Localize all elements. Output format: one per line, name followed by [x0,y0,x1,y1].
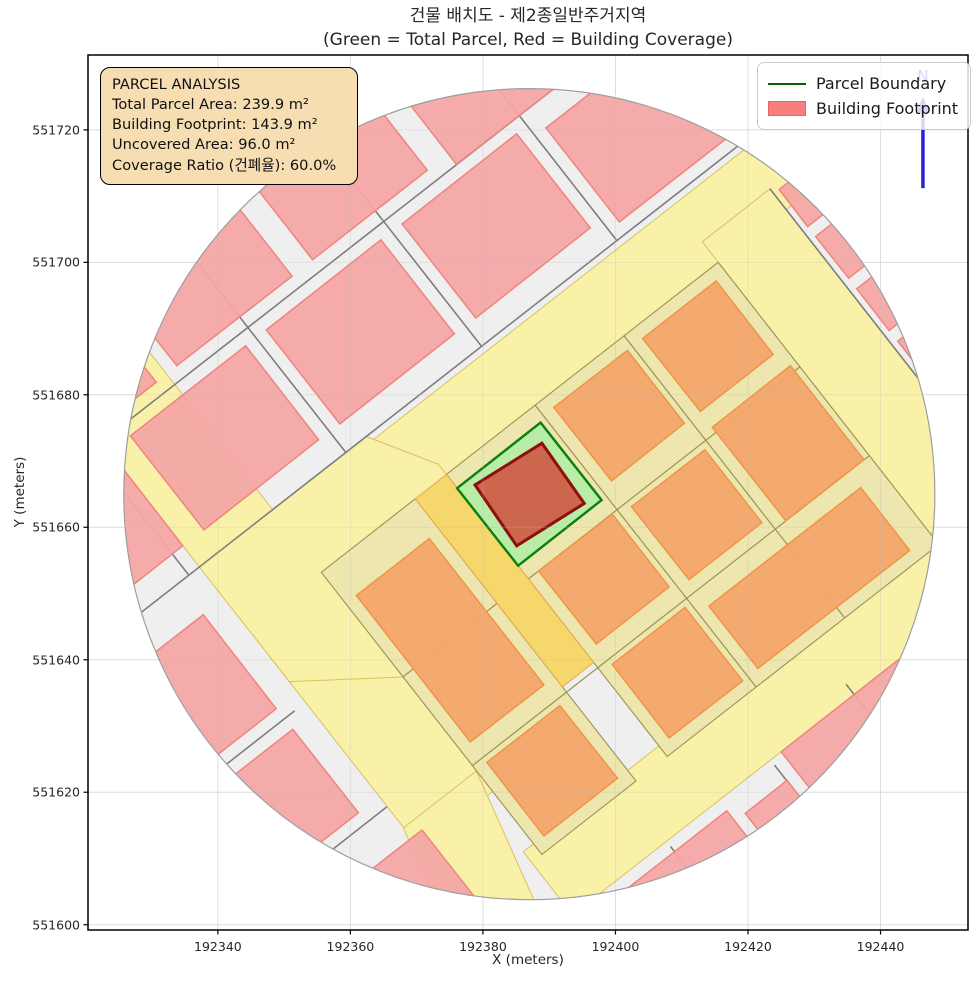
x-axis-label: X (meters) [492,952,564,968]
plot-border [87,54,969,931]
plot-area: N [83,54,969,935]
legend-item: Parcel Boundary [768,71,958,96]
y-tick-label: 551680 [32,387,80,403]
legend-line-swatch [768,82,806,85]
x-tick-label: 192440 [856,939,905,954]
y-tick-label: 551660 [32,519,80,535]
building-orange [355,537,545,743]
building [348,828,489,900]
x-tick-label: 192360 [326,939,375,954]
x-tick-label: 192400 [591,939,640,954]
parcel-analysis-line: Building Footprint: 143.9 m² [112,116,318,134]
road-west-connector [402,770,544,900]
map-circle-outline [123,88,936,901]
parcel-analysis-line: Total Parcel Area: 239.9 m² [112,96,309,114]
parcel-line [125,133,754,625]
y-tick-label: 551600 [32,917,80,933]
parcel-line [769,188,935,524]
alley-west-of-parcel [414,473,595,688]
building [265,238,456,425]
y-tick-label: 551720 [32,122,80,138]
y-tick-label: 551700 [32,254,80,270]
legend: Parcel Boundary Building Footprint [757,62,972,130]
x-tick-label: 192420 [724,939,772,954]
legend-label: Parcel Boundary [816,74,947,93]
parcel-analysis-box: PARCEL ANALYSIS Total Parcel Area: 239.9… [100,67,358,185]
legend-items: Parcel Boundary Building Footprint [768,71,958,121]
building [129,344,320,531]
y-tick-label: 551640 [32,652,80,668]
chart-title: 건물 배치도 - 제2종일반주거지역 (Green = Total Parcel… [88,4,968,52]
legend-item: Building Footprint [768,96,958,121]
chart-title-line2: (Green = Total Parcel, Red = Building Co… [323,30,733,50]
building [544,88,736,223]
building [401,132,592,320]
building-orange [707,486,911,670]
building [123,450,184,637]
x-tick-label: 192380 [459,939,507,954]
building-orange [611,606,744,739]
chart-title-line1: 건물 배치도 - 제2종일반주거지역 [409,6,647,26]
y-tick-label: 551620 [32,784,80,800]
building-orange [711,364,866,522]
parcel-analysis-title: PARCEL ANALYSIS [112,76,241,93]
parcel-analysis-lines: Total Parcel Area: 239.9 m² Building Foot… [112,95,346,176]
building-orange [485,704,619,837]
building-footprint [472,441,587,548]
building-orange [552,349,686,482]
x-tick-label: 192340 [194,939,242,954]
parcel-analysis-line: Uncovered Area: 96.0 m² [112,136,296,154]
building-orange [537,512,671,645]
y-axis-label: Y (meters) [12,456,28,528]
legend-label: Building Footprint [816,99,959,118]
block-line [534,405,757,688]
building-orange [641,279,775,413]
building [390,88,573,166]
building [946,440,976,541]
building-orange [630,448,763,581]
parcel-analysis-line: Coverage Ratio (건폐율): 60.0% [112,156,337,174]
legend-patch-swatch [768,101,806,116]
